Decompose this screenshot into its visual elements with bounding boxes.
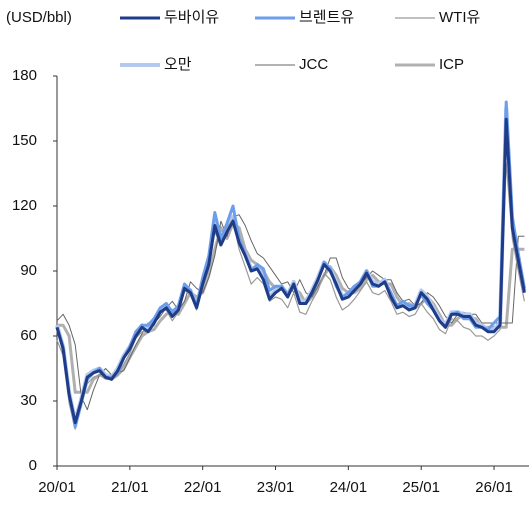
unit-label: (USD/bbl) [6,9,72,26]
legend-label: ICP [439,56,464,73]
series-line [55,100,526,429]
legend-label: 브렌트유 [299,9,354,26]
y-tick-label: 120 [12,197,37,214]
y-tick-label: 90 [20,262,37,279]
x-tick-label: 24/01 [330,479,368,496]
series-line [55,106,527,423]
y-tick-label: 60 [20,327,37,344]
legend-label: WTI유 [439,9,480,26]
x-tick-label: 25/01 [402,479,440,496]
y-tick-label: 30 [20,392,37,409]
legend-label: 두바이유 [164,9,219,26]
series-line [57,221,525,394]
y-tick-label: 180 [12,67,37,84]
y-tick-label: 150 [12,132,37,149]
x-tick-label: 21/01 [111,479,149,496]
y-tick-label: 0 [29,457,37,474]
x-tick-label: 20/01 [38,479,76,496]
series-line [56,162,525,430]
x-tick-label: 26/01 [475,479,513,496]
series-line [55,117,526,425]
legend-label: 오만 [164,56,192,73]
x-tick-label: 23/01 [257,479,295,496]
legend-label: JCC [299,56,328,73]
x-tick-label: 22/01 [184,479,222,496]
